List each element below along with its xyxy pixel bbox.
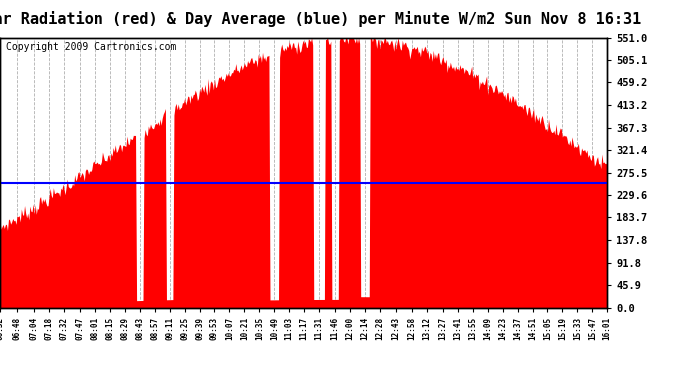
Text: Copyright 2009 Cartronics.com: Copyright 2009 Cartronics.com: [6, 42, 177, 51]
Text: Solar Radiation (red) & Day Average (blue) per Minute W/m2 Sun Nov 8 16:31: Solar Radiation (red) & Day Average (blu…: [0, 11, 641, 27]
